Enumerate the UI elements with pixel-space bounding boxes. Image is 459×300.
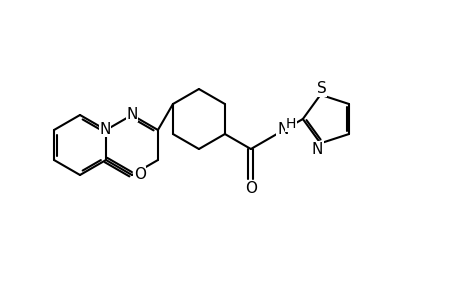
Text: N: N [311,142,323,157]
Text: O: O [134,167,146,182]
Text: H: H [285,117,296,131]
Text: N: N [126,106,137,122]
Text: N: N [99,122,111,136]
Text: S: S [316,81,325,96]
Text: O: O [244,181,256,196]
Text: N: N [277,122,288,136]
